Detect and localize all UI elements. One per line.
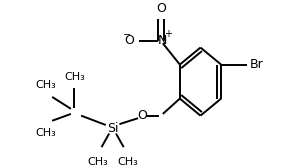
Text: CH₃: CH₃ xyxy=(35,80,56,90)
Text: CH₃: CH₃ xyxy=(35,128,56,138)
Text: −: − xyxy=(123,30,131,40)
Text: Si: Si xyxy=(107,122,118,135)
Text: Br: Br xyxy=(250,58,264,71)
Text: CH₃: CH₃ xyxy=(64,72,85,82)
Text: CH₃: CH₃ xyxy=(118,157,138,167)
Text: O: O xyxy=(124,34,134,47)
Text: O: O xyxy=(156,2,166,15)
Text: O: O xyxy=(138,109,147,122)
Text: N: N xyxy=(157,34,167,47)
Text: CH₃: CH₃ xyxy=(87,157,108,167)
Text: +: + xyxy=(164,29,172,39)
